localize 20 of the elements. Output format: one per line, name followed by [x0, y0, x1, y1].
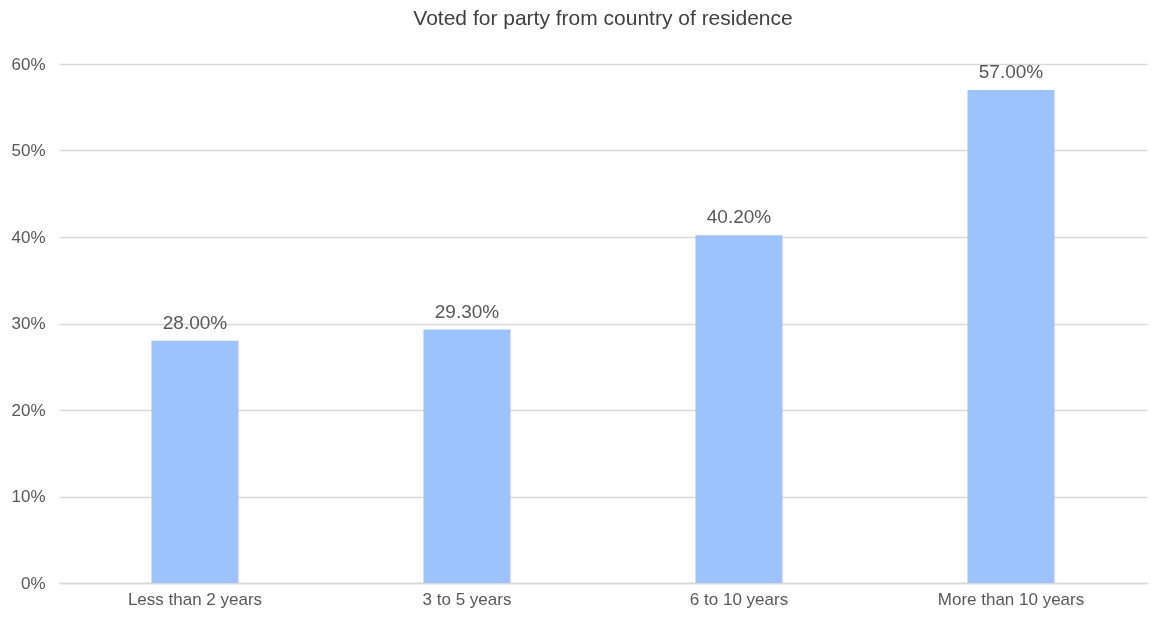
y-tick-label: 60%	[11, 54, 46, 74]
data-label: 40.20%	[706, 206, 772, 228]
x-tick-label: More than 10 years	[937, 589, 1085, 609]
x-tick-label: 3 to 5 years	[422, 589, 512, 609]
bar	[151, 340, 239, 583]
y-tick-label: 50%	[11, 141, 46, 160]
y-tick-label: 30%	[11, 314, 46, 333]
y-tick-label: 20%	[11, 400, 46, 420]
x-tick-label: Less than 2 years	[127, 589, 263, 609]
data-label: 28.00%	[162, 311, 228, 333]
bar	[695, 235, 783, 583]
y-tick-label: 40%	[11, 227, 46, 247]
data-label: 29.30%	[434, 300, 500, 322]
x-tick-label: 6 to 10 years	[689, 589, 789, 609]
y-tick-label: 10%	[11, 487, 46, 506]
y-tick-label: 0%	[20, 573, 46, 593]
bar	[967, 89, 1055, 583]
chart-title: Voted for party from country of residence	[413, 6, 793, 29]
data-label: 57.00%	[978, 60, 1044, 82]
bar	[423, 329, 511, 583]
